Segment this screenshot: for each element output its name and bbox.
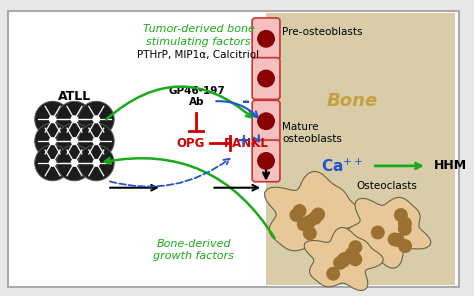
- Circle shape: [348, 252, 362, 266]
- Circle shape: [326, 267, 340, 281]
- Text: stimulating factors: stimulating factors: [146, 37, 251, 47]
- Text: Osteoclasts: Osteoclasts: [357, 181, 418, 191]
- Circle shape: [345, 247, 358, 261]
- Circle shape: [398, 239, 412, 253]
- Text: -: -: [242, 92, 250, 111]
- Circle shape: [297, 217, 310, 231]
- Circle shape: [257, 152, 275, 170]
- Circle shape: [56, 145, 92, 181]
- Text: +: +: [236, 132, 250, 150]
- Polygon shape: [304, 227, 383, 291]
- Circle shape: [398, 222, 412, 236]
- Circle shape: [290, 208, 303, 222]
- Circle shape: [302, 215, 316, 229]
- Circle shape: [49, 137, 56, 145]
- Circle shape: [35, 123, 71, 159]
- Text: GP46-197
Ab: GP46-197 Ab: [168, 86, 225, 107]
- Text: PTHrP, MIP1α, Calcitriol: PTHrP, MIP1α, Calcitriol: [137, 50, 260, 60]
- Circle shape: [49, 159, 56, 167]
- Circle shape: [78, 145, 114, 181]
- Circle shape: [337, 254, 350, 268]
- Circle shape: [292, 204, 307, 218]
- Text: Pre-osteoblasts: Pre-osteoblasts: [282, 27, 363, 37]
- Circle shape: [71, 115, 78, 123]
- Text: OPG: OPG: [176, 136, 205, 149]
- Circle shape: [303, 226, 317, 240]
- Circle shape: [35, 145, 71, 181]
- Circle shape: [35, 101, 71, 137]
- Circle shape: [337, 252, 351, 266]
- Text: Mature
osteoblasts: Mature osteoblasts: [282, 122, 342, 144]
- Circle shape: [92, 159, 100, 167]
- Text: HHM: HHM: [434, 159, 467, 172]
- Text: Bone: Bone: [327, 92, 378, 110]
- Circle shape: [78, 123, 114, 159]
- Circle shape: [257, 112, 275, 130]
- Circle shape: [92, 137, 100, 145]
- FancyBboxPatch shape: [252, 140, 280, 182]
- Circle shape: [78, 101, 114, 137]
- Circle shape: [388, 232, 401, 246]
- FancyBboxPatch shape: [252, 100, 280, 142]
- Circle shape: [348, 240, 363, 254]
- Polygon shape: [264, 171, 365, 257]
- Bar: [266, 13, 455, 285]
- Circle shape: [71, 137, 78, 145]
- Text: Bone-derived
growth factors: Bone-derived growth factors: [153, 239, 234, 261]
- Circle shape: [92, 115, 100, 123]
- Circle shape: [308, 211, 322, 225]
- Circle shape: [398, 217, 412, 231]
- Circle shape: [49, 115, 56, 123]
- Circle shape: [394, 208, 408, 222]
- Circle shape: [333, 256, 347, 270]
- Circle shape: [257, 70, 275, 87]
- Circle shape: [311, 207, 325, 221]
- Circle shape: [71, 159, 78, 167]
- Circle shape: [391, 233, 405, 247]
- Text: Ca$^{++}$: Ca$^{++}$: [321, 157, 364, 175]
- Circle shape: [56, 123, 92, 159]
- Circle shape: [56, 101, 92, 137]
- Circle shape: [257, 30, 275, 48]
- Circle shape: [371, 226, 385, 239]
- Text: RANKL: RANKL: [224, 136, 269, 149]
- FancyBboxPatch shape: [252, 58, 280, 99]
- Text: Tumor-derived bone: Tumor-derived bone: [143, 24, 255, 34]
- Text: ATLL: ATLL: [58, 90, 91, 103]
- FancyBboxPatch shape: [252, 18, 280, 60]
- Polygon shape: [344, 197, 431, 268]
